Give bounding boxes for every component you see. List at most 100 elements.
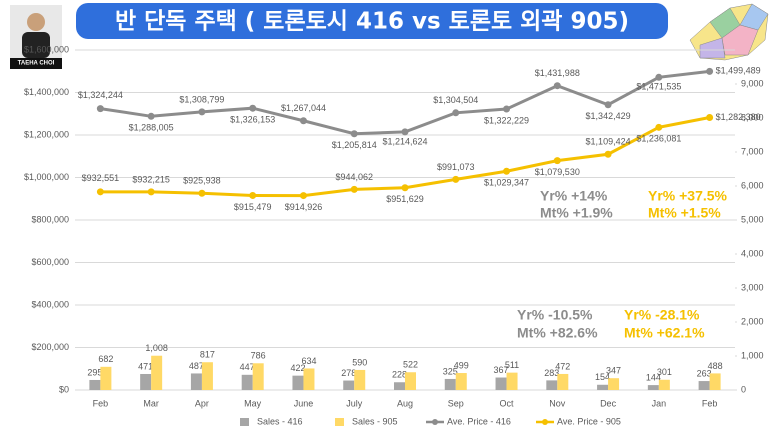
annotation: Yr% -28.1% [624,307,700,323]
line-value-label: $1,236,081 [636,134,681,144]
line-value-label: $1,267,044 [281,103,326,113]
bar [698,381,710,390]
bar-value-label: 367 [494,365,509,375]
y-tick-label: $1,600,000 [24,44,69,54]
line-point [401,128,409,136]
x-tick-label: Jan [652,398,667,408]
line-point [299,192,307,200]
bar [709,373,721,390]
line-value-label: $951,629 [386,194,424,204]
y2-tick-label: 8,000 [741,112,764,122]
bar-value-label: 487 [189,361,204,371]
bar-value-label: 228 [392,370,407,380]
bar-value-label: 144 [646,372,661,382]
legend-swatch [542,419,548,425]
line-point [452,109,460,117]
line-value-label: $1,308,799 [179,94,224,104]
chart-title: 반 단독 주택 ( 토론토시 416 vs 토론토 외곽 905) [115,9,629,35]
bar [557,373,569,390]
legend-swatch [335,418,344,426]
bar [546,380,558,390]
y2-tick-label: 1,000 [741,350,764,360]
legend-label: Ave. Price - 905 [557,416,621,426]
line-point [655,123,663,131]
bar [252,363,264,390]
line-value-label: $1,342,429 [586,111,631,121]
bar-value-label: 347 [606,366,621,376]
x-tick-label: Dec [600,398,617,408]
y2-tick-label: 5,000 [741,214,764,224]
y-tick-label: $1,400,000 [24,87,69,97]
line-value-label: $1,431,988 [535,68,580,78]
line-value-label: $1,499,489 [716,66,761,76]
bar [405,372,416,390]
line-point [350,130,358,138]
annotation: Mt% +62.1% [624,325,705,341]
bar [100,366,112,390]
line-value-label: $1,079,530 [535,167,580,177]
line-point [452,175,460,183]
bar [292,375,304,390]
bar [597,384,609,390]
annotation: Mt% +1.5% [648,205,721,221]
bar-value-label: 472 [555,361,570,371]
line-point [604,150,612,158]
line-point [706,67,714,75]
x-tick-label: May [244,398,262,408]
bar-value-label: 301 [657,367,672,377]
bar-value-label: 682 [98,354,113,364]
line-point [706,113,714,121]
y2-tick-label: 0 [741,384,746,394]
y2-tick-label: 6,000 [741,180,764,190]
title-banner [76,3,668,39]
logo-text: TAEHA CHOI [18,61,55,67]
x-tick-label: Apr [195,398,209,408]
line-value-label: $1,322,229 [484,115,529,125]
line-value-label: $991,073 [437,162,475,172]
y-tick-label: $0 [59,384,69,394]
line-point [553,82,561,90]
bar-value-label: 471 [138,361,153,371]
y2-tick-label: 2,000 [741,316,764,326]
bar [89,379,101,390]
line-value-label: $1,326,153 [230,115,275,125]
bar [658,379,670,390]
legend-label: Sales - 905 [352,416,398,426]
line-point [299,117,307,125]
bar-value-label: 499 [454,360,469,370]
line-value-label: $1,288,005 [129,123,174,133]
bar [201,362,213,390]
bar [343,380,355,390]
line-value-label: $1,282,380 [716,112,761,122]
line-point [503,105,511,113]
bar-value-label: 634 [301,356,316,366]
bar-value-label: 278 [341,368,356,378]
bar-value-label: 447 [240,362,255,372]
line-point [147,188,155,196]
bar [495,377,507,390]
annotation: Yr% +37.5% [648,188,728,204]
y2-tick-label: 9,000 [741,78,764,88]
annotation: Yr% +14% [540,188,608,204]
bar [444,378,456,390]
bar-value-label: 295 [87,367,102,377]
line-point [655,73,663,81]
x-tick-label: Aug [397,398,413,408]
bar [455,373,467,390]
annotation: Mt% +82.6% [517,325,598,341]
bar [140,373,152,390]
line-point [249,191,257,199]
bar [647,385,659,390]
bar-value-label: 1,008 [145,343,168,353]
legend-label: Sales - 416 [257,416,303,426]
line-point [96,188,104,196]
bar [394,382,405,390]
line-point [553,157,561,165]
x-tick-label: Sep [448,398,464,408]
line-value-label: $1,109,424 [586,137,631,147]
line-value-label: $914,926 [285,202,323,212]
line-value-label: $925,938 [183,176,221,186]
line-value-label: $932,215 [132,174,170,184]
